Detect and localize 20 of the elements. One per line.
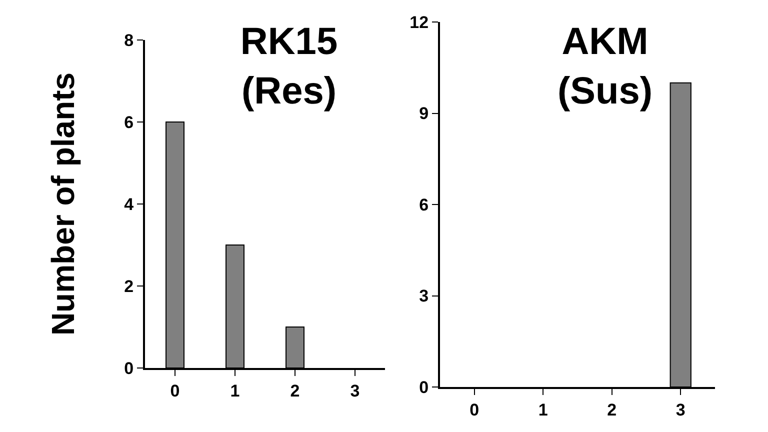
x-tick-label: 0 [470, 400, 480, 420]
x-tick-label: 1 [230, 381, 240, 400]
y-tick-label: 12 [410, 12, 429, 32]
y-tick-label: 8 [124, 30, 134, 50]
x-tick-label: 2 [290, 381, 300, 400]
y-tick-label: 3 [419, 286, 429, 306]
y-tick-label: 0 [124, 358, 134, 378]
x-tick-label: 2 [607, 400, 617, 420]
y-tick-label: 4 [124, 194, 134, 214]
y-tick-label: 9 [419, 104, 429, 124]
y-tick-label: 6 [419, 195, 429, 214]
y-axis-title: Number of plants [44, 72, 81, 336]
y-tick-label: 6 [124, 112, 134, 132]
x-tick-label: 3 [350, 381, 360, 400]
chart-title: RK15 (Res) [240, 21, 338, 113]
x-tick-label: 1 [538, 400, 548, 420]
x-tick-label: 0 [170, 381, 180, 400]
y-tick-label: 2 [124, 276, 134, 296]
text: AKM (Sus) [558, 21, 652, 113]
x-tick-label: 3 [676, 400, 686, 420]
